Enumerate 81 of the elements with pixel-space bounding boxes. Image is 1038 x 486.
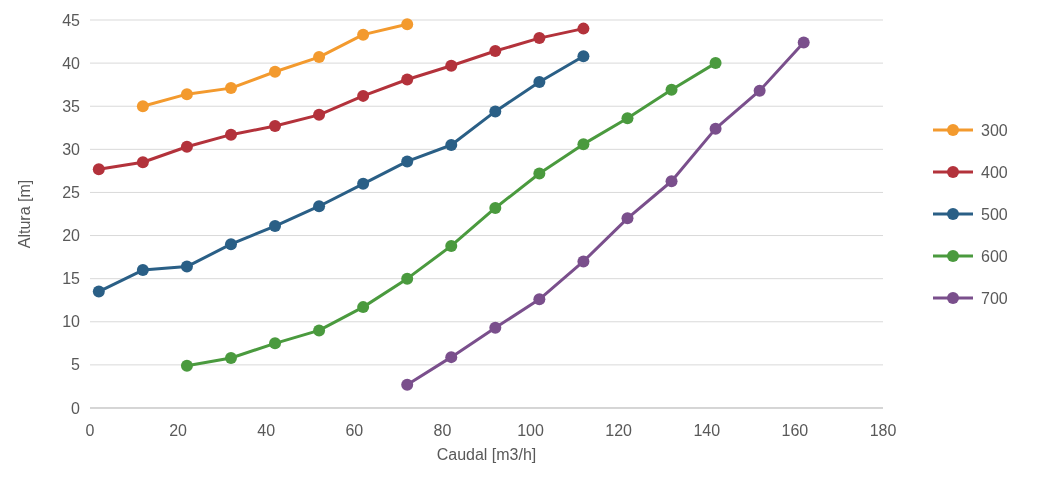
y-tick-label: 10 — [62, 313, 81, 331]
y-tick-label: 30 — [62, 140, 81, 158]
y-tick-label: 15 — [62, 270, 81, 288]
point — [445, 351, 458, 364]
point — [621, 212, 634, 225]
point — [445, 139, 458, 152]
point — [136, 156, 149, 169]
point — [489, 105, 502, 118]
point — [709, 122, 722, 135]
point — [224, 238, 237, 251]
point — [709, 57, 722, 70]
point — [401, 18, 414, 31]
point — [224, 351, 237, 364]
point — [313, 108, 326, 121]
legend-label: 700 — [981, 289, 1008, 307]
point — [269, 220, 282, 233]
y-tick-label: 45 — [62, 11, 81, 29]
point — [665, 175, 678, 188]
point — [224, 82, 237, 95]
point — [533, 76, 546, 89]
y-tick-label: 25 — [62, 184, 81, 202]
x-tick-label: 140 — [693, 422, 721, 439]
point — [357, 301, 370, 314]
x-axis-title: Caudal [m3/h] — [436, 446, 537, 463]
point — [136, 264, 149, 277]
legend-label: 600 — [981, 247, 1008, 265]
point — [136, 100, 149, 113]
point — [577, 50, 590, 63]
point — [357, 28, 370, 41]
point — [313, 200, 326, 213]
point — [489, 45, 502, 58]
point — [313, 324, 326, 337]
x-tick-label: 0 — [85, 422, 95, 439]
y-axis-title: Altura [m] — [16, 179, 33, 249]
x-tick-label: 80 — [433, 422, 452, 439]
x-tick-label: 180 — [869, 422, 897, 439]
point — [92, 285, 105, 298]
point — [445, 239, 458, 252]
y-tick-label: 35 — [62, 97, 81, 115]
point — [357, 177, 370, 190]
point — [577, 255, 590, 268]
x-tick-label: 20 — [169, 422, 188, 439]
legend-label: 300 — [981, 121, 1008, 139]
point — [401, 73, 414, 86]
legend-label: 400 — [981, 163, 1008, 181]
point — [180, 88, 193, 101]
y-tick-label: 5 — [71, 356, 81, 374]
point — [269, 337, 282, 350]
point — [577, 22, 590, 35]
point — [621, 112, 634, 125]
point — [180, 359, 193, 372]
point — [753, 84, 766, 97]
point — [533, 293, 546, 306]
x-tick-label: 160 — [781, 422, 809, 439]
point — [797, 36, 810, 49]
y-tick-label: 20 — [62, 227, 81, 245]
point — [533, 167, 546, 180]
point — [401, 272, 414, 285]
point — [665, 83, 678, 96]
legend-label: 500 — [981, 205, 1008, 223]
point — [180, 260, 193, 273]
y-tick-label: 0 — [71, 399, 81, 417]
point — [357, 89, 370, 102]
point — [401, 378, 414, 391]
point — [489, 321, 502, 334]
x-tick-label: 60 — [345, 422, 364, 439]
point — [180, 140, 193, 153]
point — [92, 163, 105, 176]
x-tick-label: 100 — [517, 422, 544, 439]
point — [224, 128, 237, 141]
point — [269, 120, 282, 133]
x-tick-label: 120 — [605, 422, 633, 439]
point — [489, 201, 502, 214]
point — [269, 65, 282, 78]
x-tick-label: 40 — [257, 422, 276, 439]
point — [577, 138, 590, 151]
point — [313, 51, 326, 64]
point — [445, 59, 458, 72]
point — [401, 155, 414, 168]
y-tick-label: 40 — [62, 54, 81, 72]
point — [533, 32, 546, 45]
